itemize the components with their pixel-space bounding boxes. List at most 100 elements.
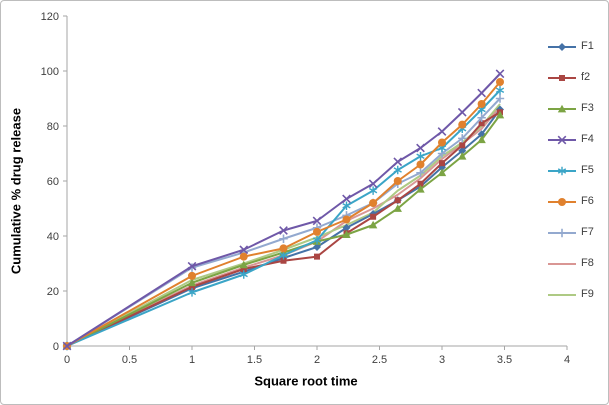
legend-label-F6: F6: [581, 195, 594, 207]
x-marker: [495, 69, 505, 79]
circle-marker: [369, 199, 378, 207]
legend-key-F6: [548, 197, 576, 206]
legend: F1 f2 F3 F4 F5 F6 F7 F8 F9: [547, 31, 594, 310]
circle-marker: [239, 252, 248, 261]
series-f2: [64, 109, 503, 349]
circle-marker: [496, 78, 504, 86]
x-marker: [393, 157, 403, 167]
triangle-marker: [495, 110, 505, 119]
y-axis-title: Cumulative % drug release: [8, 107, 24, 275]
legend-item-F9: F9: [547, 279, 594, 310]
y-tick-label: 120: [41, 11, 59, 23]
square-marker: [370, 213, 377, 220]
y-tick-label: 20: [47, 286, 59, 298]
x-tick-label: 4: [564, 354, 570, 366]
square-marker: [314, 253, 320, 260]
legend-key-F7: [548, 228, 576, 237]
square-marker: [478, 120, 485, 127]
diamond-marker: [342, 223, 351, 232]
legend-key-F9: [548, 293, 576, 296]
legend-item-F1: F1: [547, 31, 594, 62]
triangle-marker: [416, 185, 425, 193]
x-marker: [368, 179, 378, 189]
x-tick-label: 0: [64, 354, 70, 366]
legend-key-F4: [548, 135, 576, 144]
square-marker: [280, 257, 287, 264]
x-tick-label: 0.5: [122, 354, 137, 366]
legend-key-F3: [548, 104, 576, 112]
x-tick-label: 1.5: [247, 354, 262, 366]
square-marker: [459, 142, 466, 149]
triangle-marker: [393, 204, 402, 212]
asterisk-marker: [279, 251, 288, 260]
plus-marker: [416, 168, 425, 177]
x-marker: [437, 127, 447, 136]
x-marker: [477, 88, 486, 98]
x-tick-label: 3.5: [497, 354, 512, 366]
circle-marker: [313, 227, 321, 236]
legend-label-F5: F5: [581, 164, 594, 176]
x-marker: [416, 143, 425, 153]
legend-label-F9: F9: [581, 288, 594, 300]
circle-marker: [458, 120, 467, 129]
asterisk-marker: [187, 288, 197, 297]
circle-marker: [558, 197, 566, 206]
triangle-marker: [557, 104, 567, 112]
x-marker: [557, 135, 567, 144]
legend-item-f2: f2: [547, 62, 594, 93]
square-marker: [240, 266, 247, 272]
diamond-marker: [458, 146, 467, 155]
legend-item-F7: F7: [547, 217, 594, 248]
x-tick-label: 1: [189, 354, 195, 366]
circle-marker: [279, 244, 288, 253]
diamond-marker: [558, 42, 566, 51]
y-tick-label: 0: [53, 341, 59, 353]
triangle-marker: [239, 260, 248, 269]
x-tick-label: 2: [314, 354, 320, 366]
legend-label-F1: F1: [581, 40, 594, 52]
circle-marker: [188, 271, 196, 280]
series-F5-line: [66, 89, 501, 347]
triangle-marker: [187, 278, 197, 287]
asterisk-marker: [368, 186, 378, 195]
triangle-marker: [368, 220, 378, 229]
legend-label-F8: F8: [581, 257, 594, 269]
asterisk-marker: [342, 201, 351, 210]
x-tick-label: 3: [439, 354, 445, 366]
legend-key-F8: [548, 262, 576, 265]
square-marker: [439, 160, 445, 167]
x-axis-title: Square root time: [254, 373, 358, 389]
legend-item-F6: F6: [547, 186, 594, 217]
triangle-marker: [477, 135, 486, 144]
legend-label-F4: F4: [581, 133, 594, 145]
asterisk-marker: [557, 166, 567, 175]
y-tick-label: 40: [47, 231, 59, 243]
x-marker: [342, 194, 351, 204]
series-F6: [63, 78, 504, 350]
plus-marker: [279, 234, 288, 243]
square-marker: [189, 283, 195, 290]
legend-key-f2: [548, 74, 576, 81]
x-marker: [279, 226, 288, 235]
circle-marker: [342, 215, 351, 224]
series-F4: [62, 69, 505, 351]
diamond-marker: [313, 243, 321, 251]
asterisk-marker: [416, 152, 425, 161]
x-marker: [312, 216, 322, 226]
x-marker: [457, 107, 467, 117]
legend-item-F3: F3: [547, 93, 594, 124]
circle-marker: [393, 177, 402, 185]
x-marker: [239, 245, 249, 255]
x-tick-label: 2.5: [372, 354, 387, 366]
asterisk-marker: [239, 270, 248, 279]
triangle-marker: [437, 168, 447, 177]
circle-marker: [438, 138, 446, 147]
plus-marker: [495, 94, 505, 103]
asterisk-marker: [393, 165, 402, 175]
asterisk-marker: [495, 86, 505, 95]
legend-item-F4: F4: [547, 124, 594, 155]
legend-label-f2: f2: [581, 71, 591, 83]
series-F4-line: [66, 73, 501, 347]
